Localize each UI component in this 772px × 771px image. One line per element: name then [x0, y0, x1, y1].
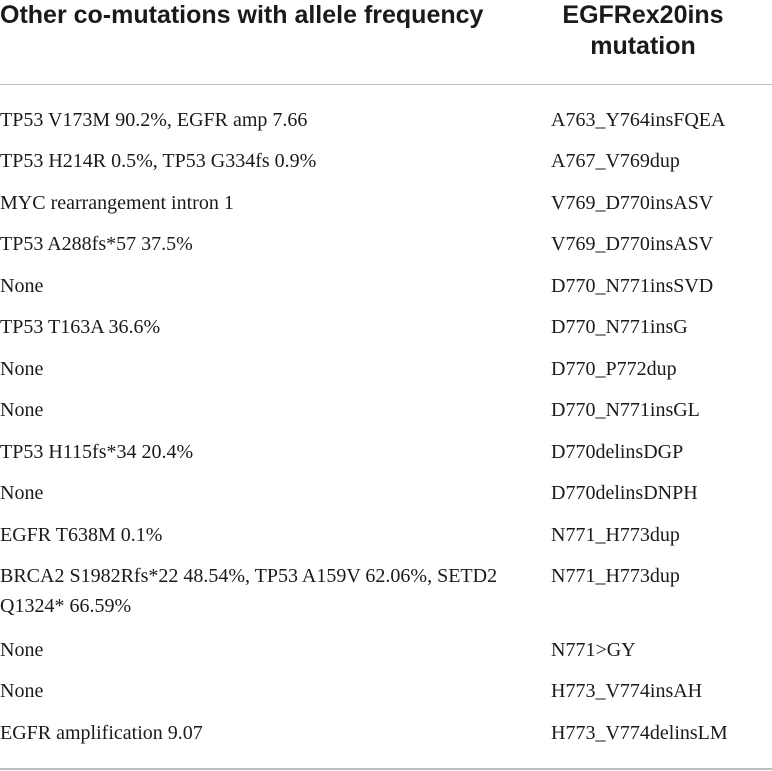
- comutation-cell: TP53 V173M 90.2%, EGFR amp 7.66: [0, 109, 308, 131]
- header-comutations: Other co-mutations with allele frequency: [0, 1, 484, 29]
- mutation-cell: V769_D770insASV: [551, 233, 714, 255]
- mutation-cell: D770_N771insG: [551, 316, 688, 338]
- mutation-cell: D770_P772dup: [551, 358, 677, 380]
- comutation-cell: EGFR T638M 0.1%: [0, 524, 163, 546]
- table-bottom-rule: [0, 768, 772, 770]
- mutation-cell: D770_N771insGL: [551, 399, 700, 421]
- table-header: Other co-mutations with allele frequency…: [0, 0, 772, 84]
- header-divider: [0, 84, 772, 85]
- mutation-cell: H773_V774delinsLM: [551, 722, 728, 744]
- comutation-cell: None: [0, 275, 44, 297]
- comutation-cell: None: [0, 399, 44, 421]
- mutation-cell: N771_H773dup: [551, 524, 680, 546]
- mutation-cell: A763_Y764insFQEA: [551, 109, 726, 131]
- comutation-cell: None: [0, 680, 44, 702]
- comutation-cell: TP53 H214R 0.5%, TP53 G334fs 0.9%: [0, 150, 317, 172]
- comutation-cell: TP53 H115fs*34 20.4%: [0, 441, 194, 463]
- comutation-cell: TP53 A288fs*57 37.5%: [0, 233, 193, 255]
- comutation-cell: None: [0, 639, 44, 661]
- header-egfr-mutation: EGFRex20ins mutation: [562, 1, 724, 60]
- comutation-cell: TP53 T163A 36.6%: [0, 316, 161, 338]
- mutation-cell: D770_N771insSVD: [551, 275, 714, 297]
- mutation-cell: V769_D770insASV: [551, 192, 714, 214]
- comutation-cell: EGFR amplification 9.07: [0, 722, 203, 744]
- mutation-cell: D770delinsDNPH: [551, 482, 698, 504]
- mutation-cell: N771>GY: [551, 639, 636, 661]
- comutation-cell: BRCA2 S1982Rfs*22 48.54%, TP53 A159V 62.…: [0, 565, 498, 617]
- mutation-cell: A767_V769dup: [551, 150, 680, 172]
- mutation-cell: D770delinsDGP: [551, 441, 684, 463]
- comutation-cell: None: [0, 482, 44, 504]
- mutation-cell: H773_V774insAH: [551, 680, 703, 702]
- comutation-cell: None: [0, 358, 44, 380]
- comutation-cell: MYC rearrangement intron 1: [0, 192, 234, 214]
- mutation-cell: N771_H773dup: [551, 565, 680, 587]
